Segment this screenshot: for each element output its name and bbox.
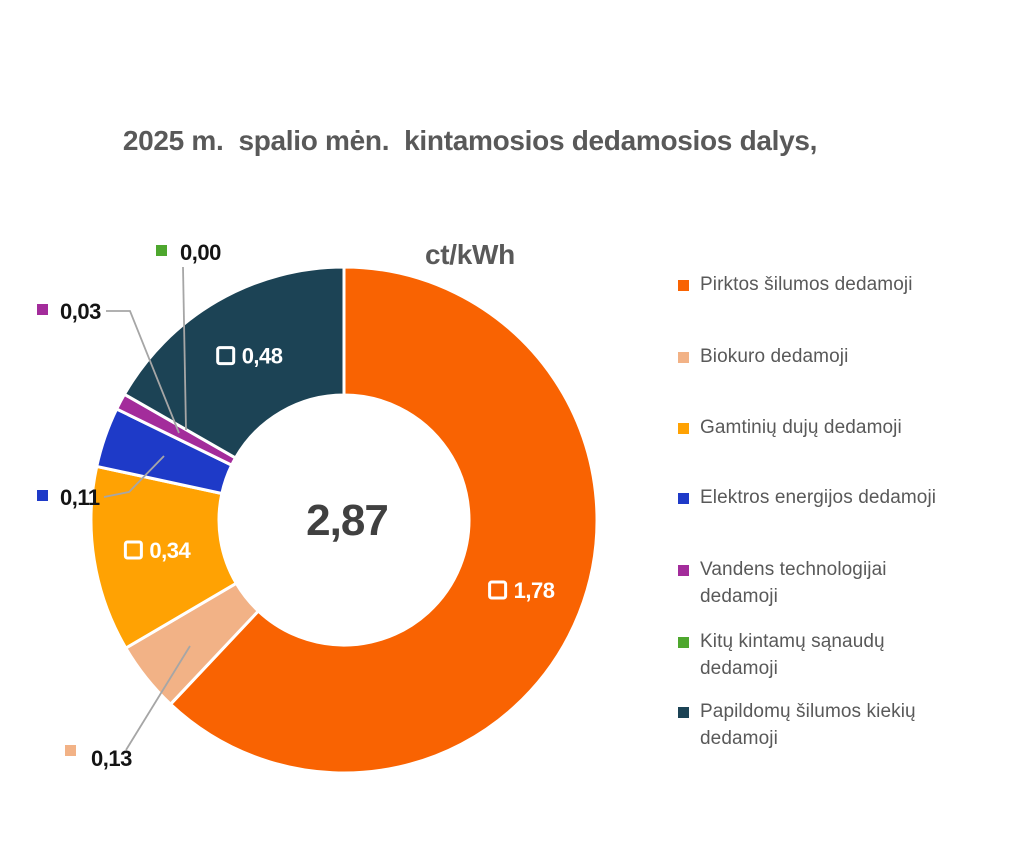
chart-title-line2: ct/kWh bbox=[425, 239, 515, 270]
leader-line-elektros-energijos bbox=[103, 455, 165, 498]
legend-swatch-gamtiniu-duju bbox=[678, 423, 689, 434]
legend-label-elektros-energijos: Elektros energijos dedamoji bbox=[700, 484, 936, 511]
data-label-key-biokuro bbox=[65, 745, 76, 756]
data-label-key-pirktos-silumos bbox=[488, 580, 508, 600]
legend-swatch-pirktos-silumos bbox=[678, 280, 689, 291]
data-label-key-kitu-kintamu-sanaudu bbox=[156, 245, 167, 256]
legend-label-line: Kitų kintamų sąnaudų bbox=[700, 631, 885, 652]
leader-line-biokuro bbox=[125, 645, 191, 751]
legend-item-pirktos-silumos: Pirktos šilumos dedamoji bbox=[672, 271, 913, 298]
legend-label-line: Papildomų šilumos kiekių bbox=[700, 701, 916, 722]
data-label-elektros-energijos: 0,11 bbox=[60, 485, 100, 510]
legend-item-gamtiniu-duju: Gamtinių dujų dedamoji bbox=[672, 414, 902, 441]
legend-item-biokuro: Biokuro dedamoji bbox=[672, 343, 848, 370]
center-total-label: 2,87 bbox=[306, 496, 388, 545]
legend-label-line: Biokuro dedamoji bbox=[700, 346, 849, 367]
slice-pirktos-silumos bbox=[169, 265, 599, 775]
slice-gamtiniu-duju bbox=[89, 464, 238, 650]
data-label-pirktos-silumos: 1,78 bbox=[514, 578, 555, 603]
leader-line-kitu-kintamu-sanaudu bbox=[182, 266, 187, 431]
legend-label-pirktos-silumos: Pirktos šilumos dedamoji bbox=[700, 271, 913, 298]
legend-label-vandens-technologijai: Vandens technologijai dedamoji bbox=[700, 556, 887, 610]
chart-title: 2025 m. spalio mėn. kintamosios dedamosi… bbox=[62, 46, 878, 350]
legend-label-kitu-kintamu-sanaudu: Kitų kintamų sąnaudų dedamoji bbox=[700, 628, 885, 682]
data-label-key-papildomu-silumos-kiekiu bbox=[216, 346, 236, 366]
data-label-kitu-kintamu-sanaudu: 0,00 bbox=[180, 240, 221, 265]
legend-label-line: Vandens technologijai bbox=[700, 559, 887, 580]
legend-label-gamtiniu-duju: Gamtinių dujų dedamoji bbox=[700, 414, 902, 441]
chart-title-line1: 2025 m. spalio mėn. kintamosios dedamosi… bbox=[122, 125, 818, 156]
legend-label-line: dedamoji bbox=[700, 658, 778, 679]
data-label-biokuro: 0,13 bbox=[91, 746, 132, 771]
legend-label-line: Pirktos šilumos dedamoji bbox=[700, 274, 913, 295]
legend-label-line: dedamoji bbox=[700, 586, 778, 607]
legend-swatch-kitu-kintamu-sanaudu bbox=[678, 637, 689, 648]
data-label-key-elektros-energijos bbox=[37, 490, 48, 501]
leader-line-vandens-technologijai bbox=[106, 310, 180, 434]
legend-swatch-papildomu-silumos-kiekiu bbox=[678, 707, 689, 718]
legend-swatch-elektros-energijos bbox=[678, 493, 689, 504]
legend-item-kitu-kintamu-sanaudu: Kitų kintamų sąnaudų dedamoji bbox=[672, 628, 885, 682]
data-label-vandens-technologijai: 0,03 bbox=[60, 299, 101, 324]
data-label-key-vandens-technologijai bbox=[37, 304, 48, 315]
legend-item-elektros-energijos: Elektros energijos dedamoji bbox=[672, 484, 936, 511]
data-label-gamtiniu-duju: 0,34 bbox=[149, 538, 191, 563]
legend-item-papildomu-silumos-kiekiu: Papildomų šilumos kiekių dedamoji bbox=[672, 698, 916, 752]
legend-item-vandens-technologijai: Vandens technologijai dedamoji bbox=[672, 556, 887, 610]
legend-swatch-vandens-technologijai bbox=[678, 565, 689, 576]
legend-label-biokuro: Biokuro dedamoji bbox=[700, 343, 848, 370]
legend-label-line: dedamoji bbox=[700, 728, 778, 749]
data-label-key-gamtiniu-duju bbox=[123, 540, 143, 560]
chart-legend: Pirktos šilumos dedamoji Biokuro dedamoji… bbox=[672, 0, 1024, 859]
legend-label-line: Gamtinių dujų dedamoji bbox=[700, 417, 902, 438]
legend-swatch-biokuro bbox=[678, 352, 689, 363]
data-label-papildomu-silumos-kiekiu: 0,48 bbox=[242, 344, 283, 369]
legend-label-line: Elektros energijos dedamoji bbox=[700, 487, 937, 508]
legend-label-papildomu-silumos-kiekiu: Papildomų šilumos kiekių dedamoji bbox=[700, 698, 916, 752]
